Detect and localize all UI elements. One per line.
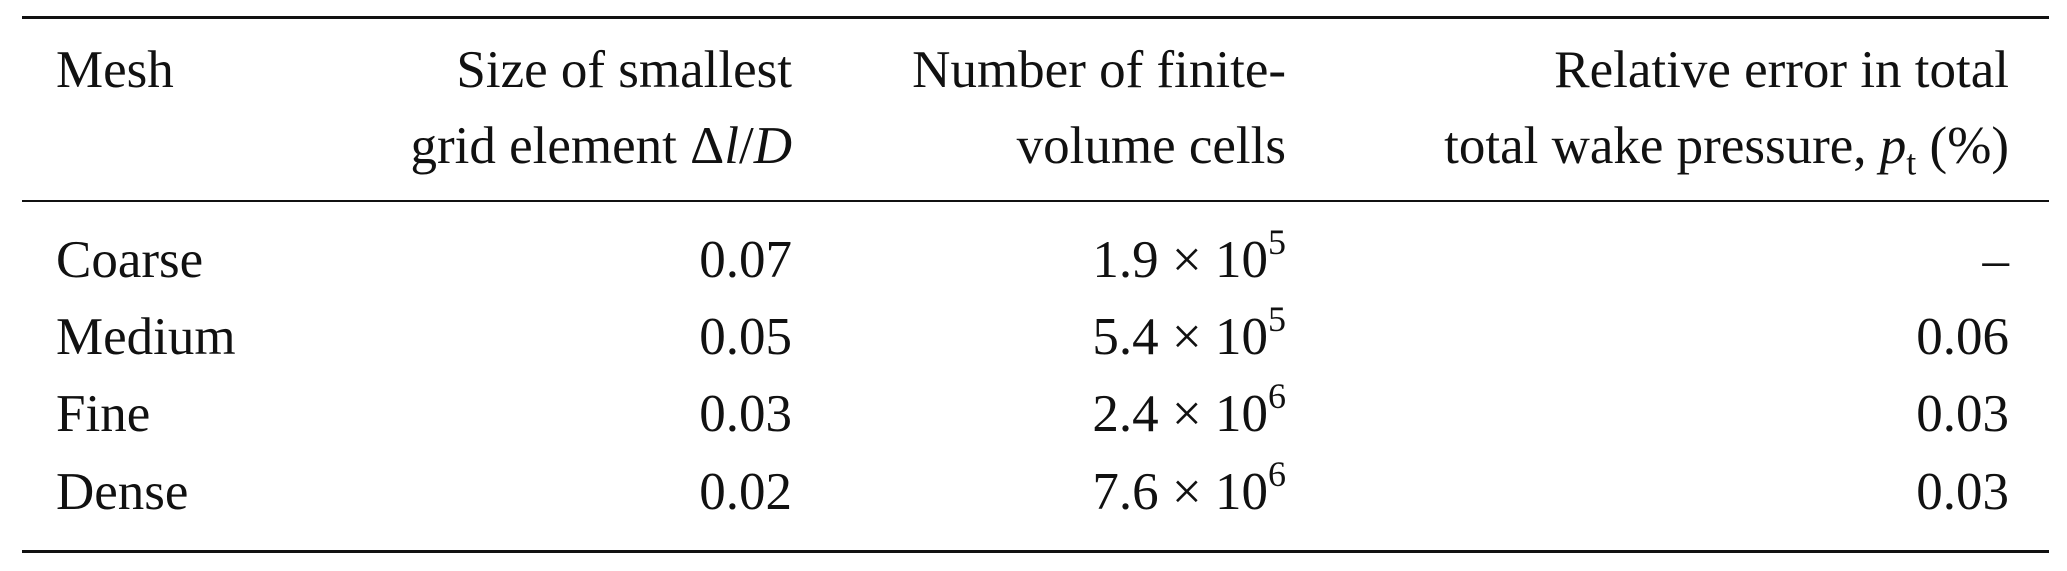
row-cells-exponent: 5 [1268, 299, 1286, 340]
header-mesh: Mesh [56, 41, 174, 99]
percent-unit: (%) [1916, 117, 2009, 175]
header-error-line2-text: total wake pressure, [1444, 117, 1880, 175]
row-mesh: Coarse [56, 231, 204, 289]
header-size-line1: Size of smallest [456, 41, 792, 99]
row-cells-exponent: 6 [1268, 454, 1286, 495]
header-cells-line2: volume cells [1016, 117, 1286, 175]
row-error: 0.03 [1916, 463, 2009, 521]
header-size-line2: grid element Δl/D [411, 108, 792, 184]
row-cells: 2.4 × 106 [1092, 376, 1286, 452]
row-size: 0.03 [699, 385, 792, 443]
diameter-variable: D [753, 117, 792, 175]
header-size-line2-text: grid element [410, 117, 691, 175]
length-variable: l [724, 117, 739, 175]
slash-symbol: / [738, 117, 754, 175]
row-error: 0.06 [1916, 308, 2009, 366]
row-size: 0.02 [699, 463, 792, 521]
pressure-subscript: t [1906, 142, 1917, 183]
bottom-rule [22, 550, 2049, 553]
header-error-line2: total wake pressure, pt (%) [1444, 108, 2009, 184]
delta-symbol: Δ [690, 117, 725, 175]
row-cells: 5.4 × 105 [1092, 299, 1286, 375]
row-cells: 7.6 × 106 [1092, 454, 1286, 530]
top-rule [22, 16, 2049, 19]
header-cells-line1: Number of finite- [912, 41, 1286, 99]
row-cells-mantissa: 2.4 × 10 [1092, 385, 1268, 443]
row-cells-mantissa: 5.4 × 10 [1092, 308, 1268, 366]
row-mesh: Dense [56, 463, 189, 521]
row-cells: 1.9 × 105 [1092, 222, 1286, 298]
row-error: – [1982, 231, 2010, 289]
pressure-variable: p [1879, 117, 1907, 175]
row-cells-exponent: 6 [1268, 376, 1286, 417]
row-error: 0.03 [1916, 385, 2009, 443]
row-size: 0.07 [699, 231, 792, 289]
header-error-line1: Relative error in total [1554, 41, 2009, 99]
header-rule [22, 200, 2049, 202]
row-cells-exponent: 5 [1268, 222, 1286, 263]
row-mesh: Medium [56, 308, 236, 366]
row-cells-mantissa: 7.6 × 10 [1092, 463, 1268, 521]
row-size: 0.05 [699, 308, 792, 366]
row-cells-mantissa: 1.9 × 10 [1092, 231, 1268, 289]
row-mesh: Fine [56, 385, 151, 443]
